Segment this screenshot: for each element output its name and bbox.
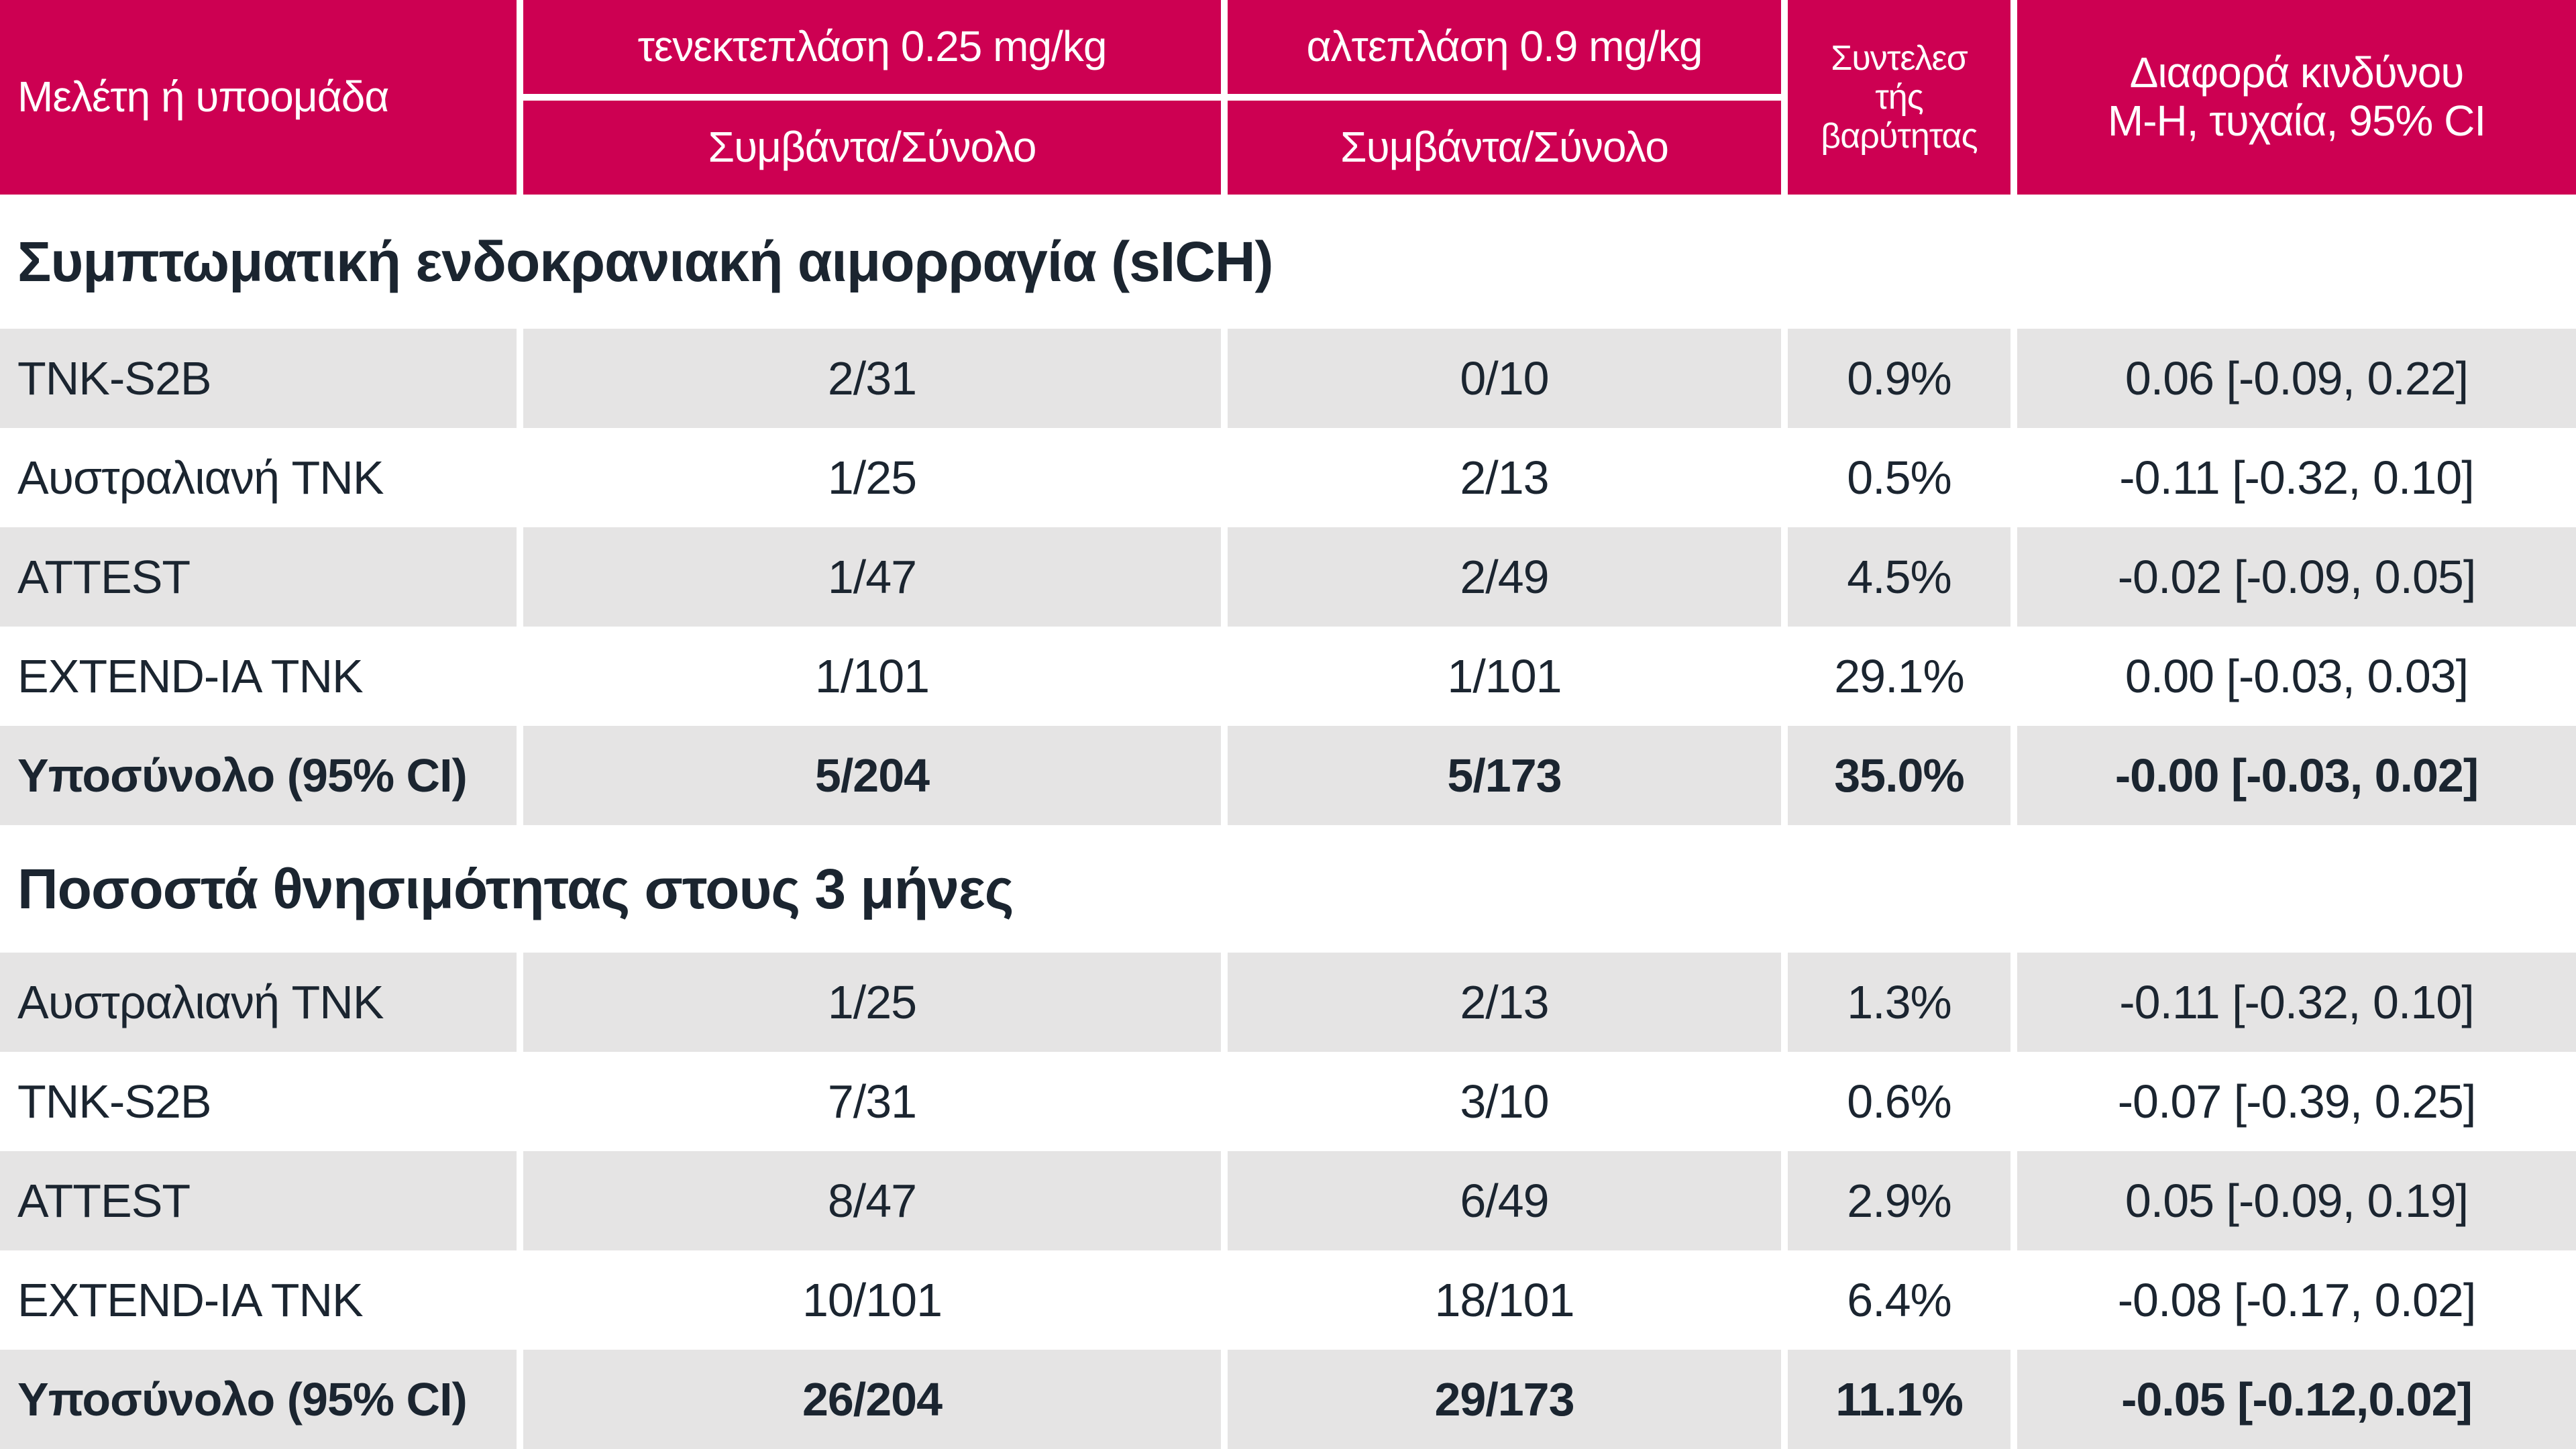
study-name: EXTEND-IA TNK bbox=[0, 627, 517, 726]
risk-difference-value: -0.02 [-0.09, 0.05] bbox=[2017, 527, 2576, 627]
header-weight-line2: τής bbox=[1875, 77, 1924, 117]
study-name: Αυστραλιανή TNK bbox=[0, 428, 517, 527]
tenecteplase-events: 2/31 bbox=[523, 329, 1221, 428]
study-name: EXTEND-IA TNK bbox=[0, 1250, 517, 1350]
table-row: TNK-S2B 2/31 0/10 0.9% 0.06 [-0.09, 0.22… bbox=[0, 329, 2576, 428]
weight-value: 29.1% bbox=[1788, 627, 2010, 726]
risk-difference-value: -0.00 [-0.03, 0.02] bbox=[2017, 726, 2576, 825]
header-tenecteplase-events-total: Συμβάντα/Σύνολο bbox=[523, 101, 1221, 195]
alteplase-events: 3/10 bbox=[1228, 1052, 1781, 1151]
tenecteplase-events: 26/204 bbox=[523, 1350, 1221, 1449]
risk-difference-value: -0.11 [-0.32, 0.10] bbox=[2017, 428, 2576, 527]
alteplase-events: 29/173 bbox=[1228, 1350, 1781, 1449]
table-header: Μελέτη ή υποομάδα τενεκτεπλάση 0.25 mg/k… bbox=[0, 0, 2576, 195]
risk-difference-value: -0.05 [-0.12,0.02] bbox=[2017, 1350, 2576, 1449]
study-name: TNK-S2B bbox=[0, 1052, 517, 1151]
table-row: TNK-S2B 7/31 3/10 0.6% -0.07 [-0.39, 0.2… bbox=[0, 1052, 2576, 1151]
tenecteplase-events: 7/31 bbox=[523, 1052, 1221, 1151]
study-name: TNK-S2B bbox=[0, 329, 517, 428]
weight-value: 1.3% bbox=[1788, 953, 2010, 1052]
weight-value: 0.6% bbox=[1788, 1052, 2010, 1151]
tenecteplase-events: 8/47 bbox=[523, 1151, 1221, 1250]
table-row: Αυστραλιανή TNK 1/25 2/13 1.3% -0.11 [-0… bbox=[0, 953, 2576, 1052]
alteplase-events: 5/173 bbox=[1228, 726, 1781, 825]
risk-difference-value: -0.11 [-0.32, 0.10] bbox=[2017, 953, 2576, 1052]
alteplase-events: 0/10 bbox=[1228, 329, 1781, 428]
header-alteplase-column: αλτεπλάση 0.9 mg/kg bbox=[1228, 0, 1781, 94]
study-name: Αυστραλιανή TNK bbox=[0, 953, 517, 1052]
risk-difference-value: -0.08 [-0.17, 0.02] bbox=[2017, 1250, 2576, 1350]
risk-difference-value: 0.00 [-0.03, 0.03] bbox=[2017, 627, 2576, 726]
tenecteplase-events: 1/101 bbox=[523, 627, 1221, 726]
weight-value: 11.1% bbox=[1788, 1350, 2010, 1449]
header-weight-line3: βαρύτητας bbox=[1821, 117, 1978, 156]
alteplase-events: 2/13 bbox=[1228, 428, 1781, 527]
header-risk-difference-line1: Διαφορά κινδύνου bbox=[2129, 48, 2465, 97]
risk-difference-value: 0.05 [-0.09, 0.19] bbox=[2017, 1151, 2576, 1250]
weight-value: 2.9% bbox=[1788, 1151, 2010, 1250]
weight-value: 0.5% bbox=[1788, 428, 2010, 527]
subtotal-row: Υποσύνολο (95% CI) 5/204 5/173 35.0% -0.… bbox=[0, 726, 2576, 825]
alteplase-events: 2/13 bbox=[1228, 953, 1781, 1052]
table-row: EXTEND-IA TNK 1/101 1/101 29.1% 0.00 [-0… bbox=[0, 627, 2576, 726]
table-row: Αυστραλιανή TNK 1/25 2/13 0.5% -0.11 [-0… bbox=[0, 428, 2576, 527]
study-name: Υποσύνολο (95% CI) bbox=[0, 726, 517, 825]
tenecteplase-events: 10/101 bbox=[523, 1250, 1221, 1350]
section-title-mortality: Ποσοστά θνησιμότητας στους 3 μήνες bbox=[0, 825, 2576, 953]
table-row: ATTEST 1/47 2/49 4.5% -0.02 [-0.09, 0.05… bbox=[0, 527, 2576, 627]
alteplase-events: 1/101 bbox=[1228, 627, 1781, 726]
header-study-column: Μελέτη ή υποομάδα bbox=[0, 0, 517, 195]
weight-value: 4.5% bbox=[1788, 527, 2010, 627]
table-row: ATTEST 8/47 6/49 2.9% 0.05 [-0.09, 0.19] bbox=[0, 1151, 2576, 1250]
section-title-sich: Συμπτωματική ενδοκρανιακή αιμορραγία (sI… bbox=[0, 195, 2576, 329]
header-alteplase-events-total: Συμβάντα/Σύνολο bbox=[1228, 101, 1781, 195]
header-risk-difference-line2: M-H, τυχαία, 95% CI bbox=[2107, 97, 2486, 145]
tenecteplase-events: 1/25 bbox=[523, 953, 1221, 1052]
study-name: Υποσύνολο (95% CI) bbox=[0, 1350, 517, 1449]
risk-difference-value: 0.06 [-0.09, 0.22] bbox=[2017, 329, 2576, 428]
weight-value: 35.0% bbox=[1788, 726, 2010, 825]
weight-value: 0.9% bbox=[1788, 329, 2010, 428]
tenecteplase-events: 1/47 bbox=[523, 527, 1221, 627]
study-name: ATTEST bbox=[0, 1151, 517, 1250]
subtotal-row: Υποσύνολο (95% CI) 26/204 29/173 11.1% -… bbox=[0, 1350, 2576, 1449]
tenecteplase-events: 1/25 bbox=[523, 428, 1221, 527]
alteplase-events: 6/49 bbox=[1228, 1151, 1781, 1250]
header-risk-difference-column: Διαφορά κινδύνου M-H, τυχαία, 95% CI bbox=[2017, 0, 2576, 195]
header-tenecteplase-column: τενεκτεπλάση 0.25 mg/kg bbox=[523, 0, 1221, 94]
table-row: EXTEND-IA TNK 10/101 18/101 6.4% -0.08 [… bbox=[0, 1250, 2576, 1350]
risk-difference-value: -0.07 [-0.39, 0.25] bbox=[2017, 1052, 2576, 1151]
header-weight-column: Συντελεσ τής βαρύτητας bbox=[1788, 0, 2010, 195]
header-weight-line1: Συντελεσ bbox=[1831, 38, 1968, 78]
study-name: ATTEST bbox=[0, 527, 517, 627]
alteplase-events: 2/49 bbox=[1228, 527, 1781, 627]
alteplase-events: 18/101 bbox=[1228, 1250, 1781, 1350]
tenecteplase-events: 5/204 bbox=[523, 726, 1221, 825]
weight-value: 6.4% bbox=[1788, 1250, 2010, 1350]
